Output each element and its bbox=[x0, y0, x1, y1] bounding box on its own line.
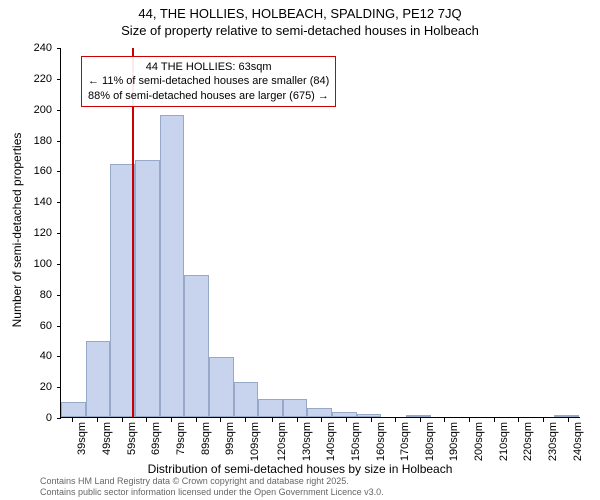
x-tick-label: 59sqm bbox=[126, 422, 138, 455]
x-tick-label: 190sqm bbox=[448, 422, 460, 461]
histogram-bar bbox=[61, 402, 86, 417]
title-line1: 44, THE HOLLIES, HOLBEACH, SPALDING, PE1… bbox=[138, 6, 461, 21]
histogram-bar bbox=[110, 164, 135, 417]
y-tick-label: 0 bbox=[22, 412, 52, 424]
x-tick-label: 200sqm bbox=[473, 422, 485, 461]
y-tick-label: 200 bbox=[22, 104, 52, 116]
histogram-bar bbox=[258, 399, 283, 418]
histogram-bar bbox=[406, 415, 431, 417]
x-tick-label: 99sqm bbox=[224, 422, 236, 455]
footer-line2: Contains public sector information licen… bbox=[40, 487, 384, 497]
histogram-bar bbox=[234, 382, 259, 417]
histogram-bar bbox=[135, 160, 160, 417]
x-tick-label: 49sqm bbox=[101, 422, 113, 455]
x-tick-label: 210sqm bbox=[498, 422, 510, 461]
y-tick-label: 80 bbox=[22, 289, 52, 301]
histogram-bar bbox=[357, 414, 382, 417]
x-tick-label: 150sqm bbox=[350, 422, 362, 461]
annotation-line1: 44 THE HOLLIES: 63sqm bbox=[88, 60, 329, 74]
title-line2: Size of property relative to semi-detach… bbox=[121, 23, 479, 38]
y-tick-label: 220 bbox=[22, 73, 52, 85]
y-tick-label: 120 bbox=[22, 227, 52, 239]
annotation-line2: ← 11% of semi-detached houses are smalle… bbox=[88, 74, 329, 88]
x-tick-label: 220sqm bbox=[522, 422, 534, 461]
chart-title: 44, THE HOLLIES, HOLBEACH, SPALDING, PE1… bbox=[0, 0, 600, 40]
x-tick-label: 130sqm bbox=[301, 422, 313, 461]
y-tick-label: 240 bbox=[22, 42, 52, 54]
x-tick-label: 140sqm bbox=[325, 422, 337, 461]
x-tick-label: 120sqm bbox=[276, 422, 288, 461]
y-tick-label: 160 bbox=[22, 165, 52, 177]
y-tick-label: 180 bbox=[22, 135, 52, 147]
histogram-bar bbox=[332, 412, 357, 417]
chart-area: 44 THE HOLLIES: 63sqm← 11% of semi-detac… bbox=[60, 48, 580, 418]
histogram-bar bbox=[209, 357, 234, 417]
y-tick-label: 140 bbox=[22, 196, 52, 208]
annotation-box: 44 THE HOLLIES: 63sqm← 11% of semi-detac… bbox=[81, 56, 336, 107]
y-tick-label: 100 bbox=[22, 258, 52, 270]
histogram-bar bbox=[160, 115, 185, 417]
x-tick-label: 39sqm bbox=[76, 422, 88, 455]
histogram-bar bbox=[554, 415, 579, 417]
histogram-bar bbox=[307, 408, 332, 417]
footer-line1: Contains HM Land Registry data © Crown c… bbox=[40, 476, 349, 486]
y-tick-label: 40 bbox=[22, 350, 52, 362]
histogram-bar bbox=[184, 275, 209, 417]
x-tick-label: 180sqm bbox=[424, 422, 436, 461]
x-tick-label: 160sqm bbox=[375, 422, 387, 461]
x-tick-label: 79sqm bbox=[175, 422, 187, 455]
x-tick-label: 89sqm bbox=[200, 422, 212, 455]
x-tick-label: 69sqm bbox=[150, 422, 162, 455]
x-tick-label: 109sqm bbox=[249, 422, 261, 461]
y-tick-label: 60 bbox=[22, 320, 52, 332]
histogram-bar bbox=[283, 399, 308, 418]
x-axis-label: Distribution of semi-detached houses by … bbox=[0, 462, 600, 476]
plot: 44 THE HOLLIES: 63sqm← 11% of semi-detac… bbox=[60, 48, 580, 418]
x-tick-label: 230sqm bbox=[547, 422, 559, 461]
x-tick-label: 170sqm bbox=[399, 422, 411, 461]
annotation-line3: 88% of semi-detached houses are larger (… bbox=[88, 89, 329, 103]
y-tick-label: 20 bbox=[22, 381, 52, 393]
x-tick-label: 240sqm bbox=[572, 422, 584, 461]
footer-attribution: Contains HM Land Registry data © Crown c… bbox=[40, 476, 384, 498]
histogram-bar bbox=[86, 341, 111, 417]
